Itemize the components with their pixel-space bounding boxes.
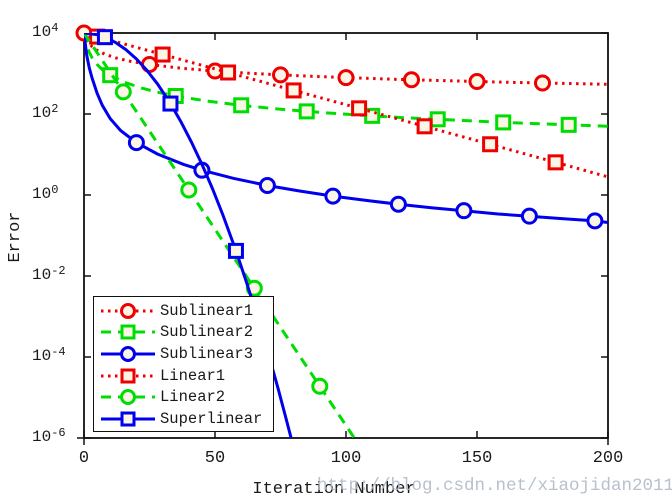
legend-marker-square <box>120 324 136 340</box>
marker-circle-linear2 <box>311 377 329 395</box>
legend-marker-circle <box>120 345 136 362</box>
series-line-linear1 <box>84 33 608 179</box>
marker-square-sublinear2 <box>495 114 512 131</box>
marker-square-linear1 <box>547 154 564 171</box>
legend-label: Sublinear3 <box>160 344 254 363</box>
marker-circle-linear2 <box>114 83 132 101</box>
legend-label: Sublinear1 <box>160 301 254 320</box>
marker-circle-sublinear1 <box>534 74 551 92</box>
marker-circle-sublinear3 <box>389 195 407 213</box>
y-tick-label: 10-4 <box>32 345 66 365</box>
marker-circle-sublinear1 <box>468 73 486 91</box>
legend-item-linear1: Linear1 <box>99 365 273 387</box>
legend-sample-dashed <box>101 324 155 340</box>
marker-circle-sublinear3 <box>324 187 342 205</box>
watermark: http://blog.csdn.net/xiaojidan2011 <box>317 476 672 496</box>
x-tick-label: 100 <box>330 449 362 468</box>
marker-circle-sublinear3 <box>520 207 538 225</box>
legend-item-linear2: Linear2 <box>99 386 273 408</box>
legend-item-sublinear2: Sublinear2 <box>99 322 273 344</box>
marker-square-linear1 <box>285 82 302 99</box>
legend-sample-dotted <box>101 302 155 319</box>
series-line-linear2 <box>84 33 357 438</box>
marker-circle-sublinear1 <box>403 71 420 89</box>
marker-square-sublinear2 <box>233 97 250 114</box>
legend-sample-solid <box>101 345 155 362</box>
series-line-sublinear3 <box>84 33 608 224</box>
x-tick-label: 150 <box>461 449 493 468</box>
y-tick-label: 100 <box>32 183 59 203</box>
marker-square-sublinear2 <box>560 116 577 133</box>
legend-sample-dashed <box>101 389 155 406</box>
legend-sample-solid <box>101 411 155 427</box>
marker-square-superlinear <box>162 95 179 112</box>
marker-circle-sublinear3 <box>127 134 145 152</box>
y-tick-label: 102 <box>32 102 59 122</box>
legend-item-sublinear1: Sublinear1 <box>99 300 273 322</box>
legend-label: Sublinear2 <box>160 323 254 342</box>
marker-square-linear1 <box>482 136 499 153</box>
y-tick-label: 10-6 <box>32 426 66 446</box>
marker-square-linear1 <box>154 46 171 63</box>
legend: Sublinear1 Sublinear2 Sublinear3 Linear1 Lin… <box>93 296 274 432</box>
y-axis-title: Error <box>6 211 25 263</box>
legend-marker-circle <box>120 302 136 319</box>
x-tick-label: 0 <box>78 449 90 468</box>
legend-marker-square <box>120 368 136 384</box>
marker-square-superlinear <box>96 29 113 46</box>
y-tick-label: 10-2 <box>32 264 66 284</box>
legend-item-superlinear: Superlinear <box>99 408 273 430</box>
marker-circle-sublinear3 <box>455 202 473 220</box>
marker-square-superlinear <box>227 242 244 259</box>
marker-circle-linear2 <box>180 181 198 199</box>
marker-circle-sublinear1 <box>337 69 355 87</box>
legend-sample-dotted <box>101 368 155 384</box>
marker-square-linear1 <box>220 64 237 81</box>
marker-square-linear1 <box>416 118 433 135</box>
marker-circle-sublinear3 <box>258 176 276 194</box>
series-line-sublinear1 <box>84 33 608 86</box>
marker-square-sublinear2 <box>298 103 315 120</box>
x-axis-title: Iteration Number <box>252 480 416 499</box>
legend-label: Linear2 <box>160 388 226 407</box>
y-tick-label: 104 <box>32 21 59 41</box>
legend-item-sublinear3: Sublinear3 <box>99 343 273 365</box>
marker-circle-sublinear1 <box>272 66 289 84</box>
marker-square-sublinear2 <box>429 111 446 128</box>
legend-label: Linear1 <box>160 366 226 385</box>
x-tick-label: 200 <box>592 449 624 468</box>
legend-marker-circle <box>120 389 136 406</box>
marker-square-linear1 <box>351 100 368 117</box>
x-tick-label: 50 <box>204 449 226 468</box>
legend-marker-square <box>120 411 136 427</box>
legend-label: Superlinear <box>160 409 263 428</box>
marker-circle-sublinear3 <box>586 212 604 230</box>
